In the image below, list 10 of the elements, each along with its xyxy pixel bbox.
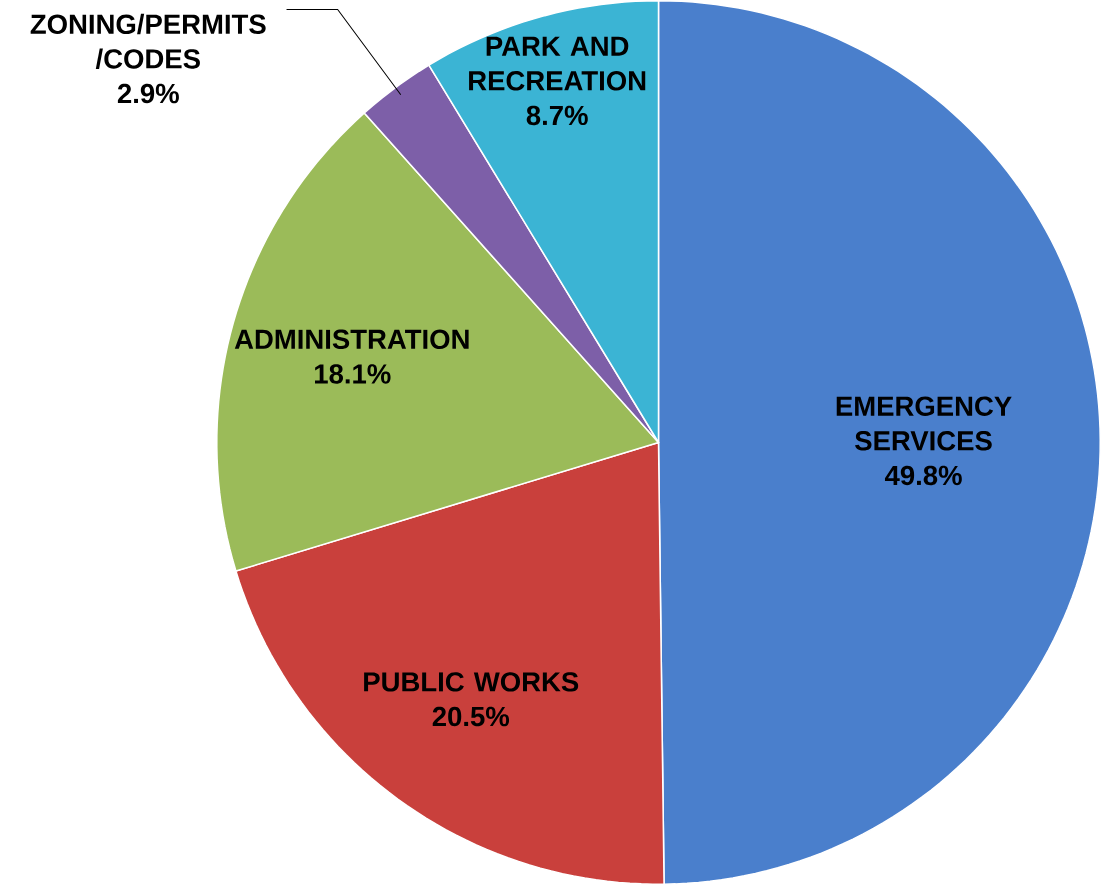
- data-label: 18.1%: [315, 364, 391, 384]
- slice-label: EMERGENCY SERVICES: [836, 396, 1012, 451]
- data-label: 8.7%: [526, 105, 588, 126]
- slice-label: PUBLIC WORKS: [364, 672, 579, 692]
- data-label: 49.8%: [884, 465, 962, 486]
- data-label: 2.9%: [117, 83, 179, 104]
- data-label: 20.5%: [432, 706, 510, 727]
- slice-label: ADMINISTRATION: [234, 329, 469, 350]
- slice-label: PARK AND RECREATION: [469, 36, 646, 91]
- slice-label: ZONING/PERMITS /CODES: [30, 13, 266, 69]
